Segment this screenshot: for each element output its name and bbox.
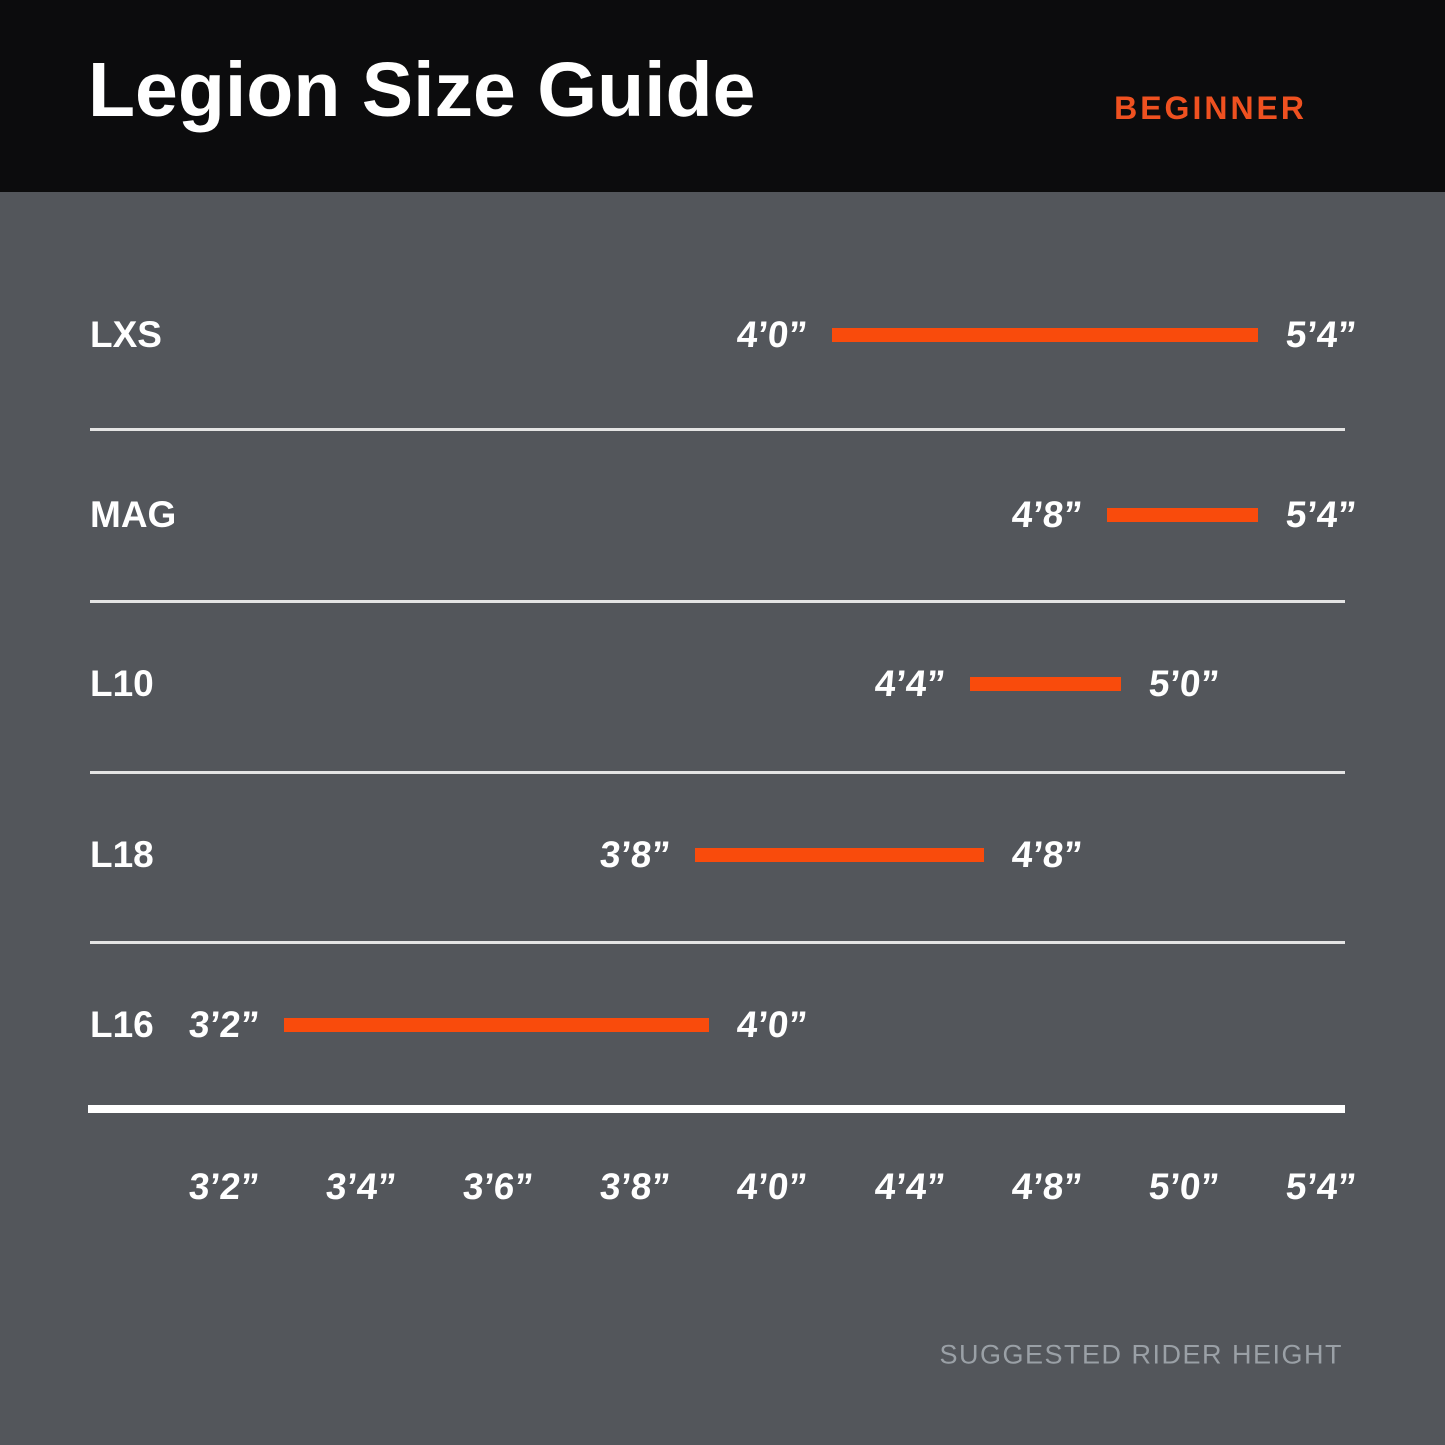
- max-height-label: 5’4”: [1284, 494, 1358, 535]
- x-axis-line: [88, 1105, 1345, 1113]
- row-divider: [90, 771, 1345, 774]
- axis-caption: SUGGESTED RIDER HEIGHT: [939, 1339, 1343, 1370]
- row-divider: [90, 428, 1345, 431]
- max-height-label: 4’8”: [1009, 834, 1084, 875]
- model-label: L18: [90, 834, 154, 875]
- model-label: L16: [90, 1004, 154, 1045]
- max-height-label: 5’0”: [1146, 663, 1221, 704]
- model-label: MAG: [90, 494, 177, 535]
- page-title: Legion Size Guide: [88, 47, 756, 133]
- row-divider: [90, 941, 1345, 944]
- height-range-bar: [832, 328, 1258, 342]
- height-range-bar: [1106, 508, 1258, 522]
- model-label: L10: [90, 663, 154, 704]
- header-bar: Legion Size Guide BEGINNER: [0, 0, 1445, 192]
- height-range-bar: [695, 848, 984, 862]
- x-tick-label: 5’4”: [1284, 1166, 1358, 1207]
- row-divider: [90, 600, 1345, 603]
- model-label: LXS: [90, 314, 162, 355]
- height-range-bar: [284, 1018, 710, 1032]
- height-range-bar: [969, 677, 1121, 691]
- skill-level-badge: BEGINNER: [1114, 90, 1307, 126]
- max-height-label: 4’0”: [735, 1004, 810, 1045]
- max-height-label: 5’4”: [1284, 314, 1358, 355]
